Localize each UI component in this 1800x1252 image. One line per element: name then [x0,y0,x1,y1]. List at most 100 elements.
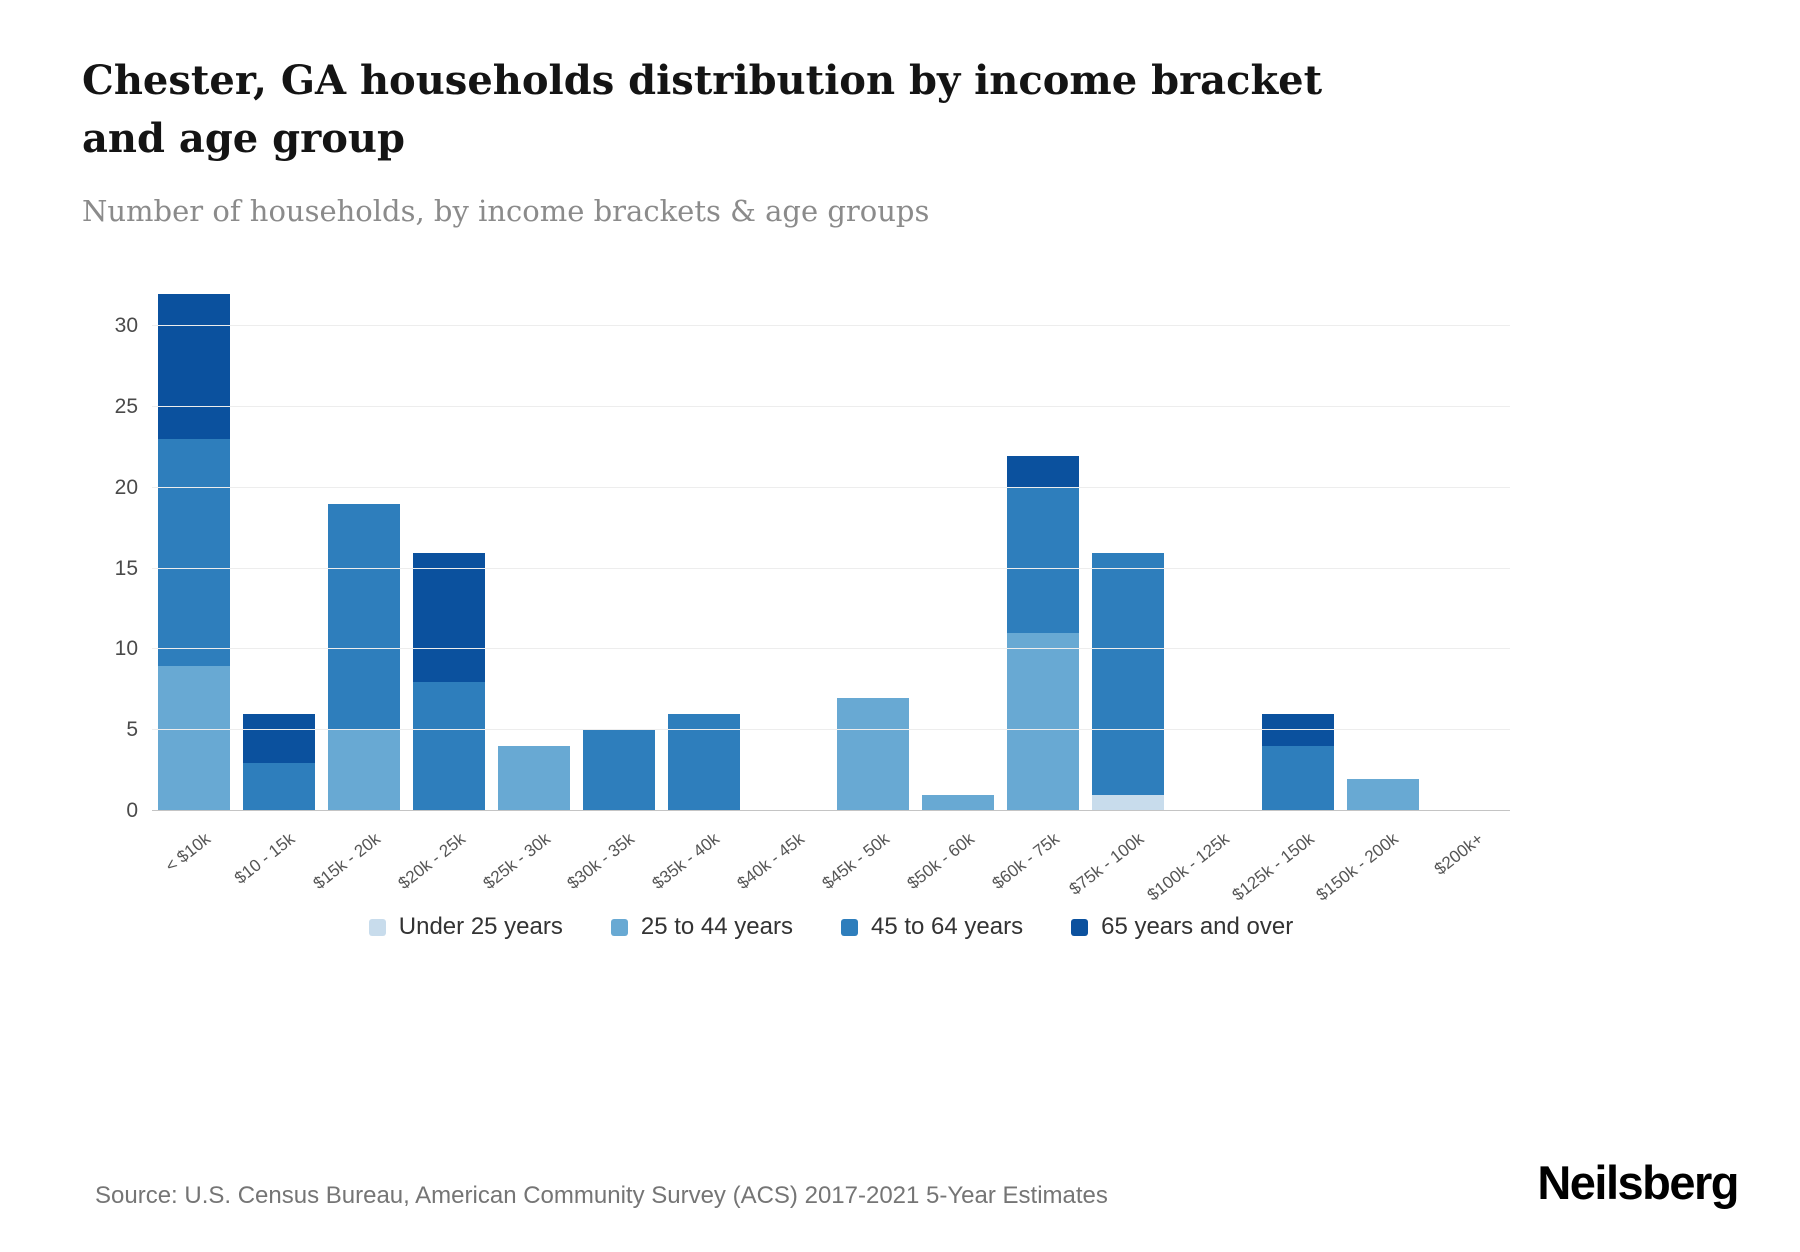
gridline-10 [152,648,1510,650]
legend-label: 45 to 64 years [870,913,1024,940]
bar-segment [243,714,316,763]
bar-$50k - 60k [922,794,995,811]
bar-segment [1092,794,1165,811]
bar-segment [328,730,401,811]
bar-segment [1261,746,1334,811]
legend: Under 25 years 25 to 44 years 45 to 64 yea… [152,913,1510,941]
bar-$20k - 25k [413,552,486,811]
gridline-15 [152,567,1510,569]
bar-segment [243,762,316,811]
y-tick-label-15: 15 [114,556,138,580]
x-tick-slot: $10 - 15k [231,811,322,907]
x-tick-slot: $50k - 60k [904,811,1001,907]
bar-segment [1007,633,1080,811]
x-tick-slot: < $10k [152,811,237,907]
page: Chester, GA households distribution by i… [0,52,1800,1252]
bar-$10 - 15k [243,714,316,811]
bar-segment [1346,778,1419,811]
legend-label: Under 25 years [398,913,563,940]
bar-slot [576,286,661,811]
legend-item[interactable]: Under 25 years [368,913,563,941]
legend-item[interactable]: 45 to 64 years [840,913,1024,941]
gridline-5 [152,729,1510,731]
legend-item[interactable]: 65 years and over [1071,913,1293,941]
y-tick-label-20: 20 [114,475,138,499]
bar-slot [1425,286,1510,811]
bar-segment [413,552,486,682]
bar-segment [158,665,231,811]
bar-$125k - 150k [1261,714,1334,811]
legend-swatch [610,918,628,936]
x-tick-label: < $10k [161,829,214,876]
bar-segment [837,697,910,811]
bar-$15k - 20k [328,504,401,811]
bar-segment [582,730,655,811]
bar-segment [328,504,401,731]
bar-slot [237,286,322,811]
bar-segment [413,681,486,811]
bar-segment [158,294,231,440]
bar-slot [916,286,1001,811]
y-tick-label-0: 0 [126,799,138,822]
bar-slot [1255,286,1340,811]
bar-$75k - 100k [1092,552,1165,811]
source-text: Source: U.S. Census Bureau, American Com… [95,1182,1108,1209]
gridline-30 [152,325,1510,327]
y-tick-label-25: 25 [114,395,138,419]
page-title: Chester, GA households distribution by i… [82,57,1323,162]
bar-segment [922,794,995,811]
y-tick-label-30: 30 [114,314,138,338]
bar-segment [1007,487,1080,634]
y-tick-label-5: 5 [126,718,138,742]
bar-slot [661,286,746,811]
bar-slot [152,286,237,811]
legend-item[interactable]: 25 to 44 years [610,913,793,941]
x-tick-slot: $15k - 20k [309,811,407,907]
bar-$30k - 35k [582,730,655,811]
legend-label: 65 years and over [1101,913,1294,940]
x-tick-slot: $45k - 50k [819,811,916,907]
bar-segment [497,746,570,811]
y-tick-label-10: 10 [114,637,138,661]
x-tick-slot: $150k - 200k [1313,811,1425,907]
x-axis: < $10k $10 - 15k $15k - 20k $20k - 25k $25k … [152,811,1510,907]
bar-slot [1171,286,1256,811]
bar-$45k - 50k [837,697,910,811]
bar-slot [1001,286,1086,811]
bar-slot [746,286,831,811]
legend-label: 25 to 44 years [640,913,793,940]
x-tick-slot: $30k - 35k [564,811,661,907]
bar-slot [1340,286,1425,811]
gridline-25 [152,406,1510,408]
bar-slot [831,286,916,811]
x-tick-slot: $200k+ [1425,811,1510,907]
bar-$25k - 30k [497,746,570,811]
bar-slot [492,286,577,811]
gridline-20 [152,486,1510,488]
plot-area: 0 5 10 15 20 25 30 [115,286,1510,822]
x-tick-slot: $35k - 40k [649,811,746,907]
bar-slot [322,286,407,811]
gridline-0 [152,810,1510,811]
bar-segment [158,439,231,666]
x-tick-slot: $25k - 30k [479,811,577,907]
bar-$150k - 200k [1346,778,1419,811]
legend-swatch [840,918,858,936]
x-tick-slot: $20k - 25k [394,811,492,907]
x-tick-label: $200k+ [1431,829,1488,879]
bar-segment [1092,552,1165,795]
legend-swatch [368,918,386,936]
brand-logo: Neilsberg [1537,1156,1739,1209]
footer: Source: U.S. Census Bureau, American Com… [95,1155,1739,1210]
x-tick-slot: $40k - 45k [734,811,831,907]
bar-slot [407,286,492,811]
bar-$60k - 75k [1007,455,1080,811]
bar-segment [1007,455,1080,488]
legend-swatch [1071,918,1089,936]
bars-container [152,286,1510,811]
chart: 0 5 10 15 20 25 30 < $10k $10 - 15k $15k - 20k $2… [115,286,1510,941]
bar-< $10k [158,294,231,811]
bar-slot [1086,286,1171,811]
bar-segment [1261,714,1334,747]
x-tick-label: $10 - 15k [231,829,299,888]
